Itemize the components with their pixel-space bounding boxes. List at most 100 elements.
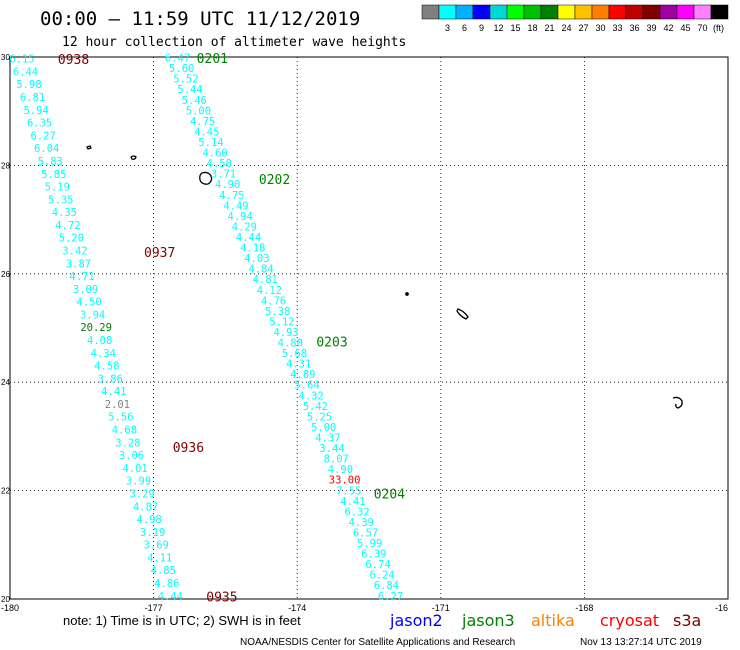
- wave-height-value: 4.71: [69, 271, 94, 283]
- island-french-frigate: [672, 396, 683, 409]
- wave-height-value: 4.39: [349, 517, 374, 529]
- colorbar-swatch: [574, 4, 593, 20]
- colorbar-swatch: [421, 4, 440, 20]
- wave-height-value: 3.94: [80, 309, 105, 321]
- colorbar-swatch: [557, 4, 576, 20]
- wave-height-value: 2.01: [105, 399, 130, 411]
- colorbar-swatch: [472, 4, 491, 20]
- wave-height-value: 5.12: [269, 316, 294, 328]
- wave-height-value: 4.41: [101, 386, 126, 398]
- footer-credit: NOAA/NESDIS Center for Satellite Applica…: [240, 637, 515, 648]
- pass-time-label: 0938: [58, 53, 89, 68]
- wave-height-value: 5.38: [265, 306, 290, 318]
- colorbar-swatch: [710, 4, 729, 20]
- island-laysan: [405, 292, 409, 296]
- wave-height-value: 6.39: [361, 549, 386, 561]
- wave-height-value: 6.32: [344, 506, 369, 518]
- wave-height-value: 6.04: [34, 143, 59, 155]
- legend-jason3: jason3: [461, 611, 515, 630]
- wave-height-value: 5.14: [198, 137, 223, 149]
- wave-height-value: 3.71: [211, 169, 236, 181]
- wave-height-value: 4.41: [340, 496, 365, 508]
- lat-tick-label: 22: [1, 487, 10, 496]
- wave-height-value: 4.90: [215, 179, 240, 191]
- wave-height-value: 4.76: [261, 295, 286, 307]
- wave-height-value: 3.09: [73, 284, 98, 296]
- wave-height-value: 5.20: [59, 233, 84, 245]
- wave-height-value: 4.35: [52, 207, 77, 219]
- track-0935-0938: 6.156.445.986.815.946.356.276.045.835.85…: [9, 54, 183, 603]
- wave-height-value: 4.94: [228, 211, 253, 223]
- wave-height-value: 4.84: [248, 264, 273, 276]
- wave-height-value: 4.37: [315, 432, 340, 444]
- wave-height-value: 5.35: [48, 194, 73, 206]
- wave-height-value: 8.07: [324, 454, 349, 466]
- wave-height-value: 4.75: [219, 190, 244, 202]
- wave-height-value: 4.50: [207, 158, 232, 170]
- wave-height-value: 4.31: [286, 359, 311, 371]
- colorbar-swatch: [489, 4, 508, 20]
- wave-height-value: 4.60: [202, 148, 227, 160]
- wave-height-value: 4.34: [91, 348, 116, 360]
- lon-tick-label: -180: [1, 603, 19, 613]
- track-0201-0204: 6.475.605.525.445.465.004.754.455.144.60…: [165, 53, 403, 603]
- wave-height-value: 5.00: [311, 422, 336, 434]
- colorbar-tick-label: 24: [561, 23, 571, 33]
- legend-s3a: s3a: [673, 611, 701, 630]
- island-midway: [86, 145, 92, 150]
- wave-height-value: 5.85: [41, 169, 66, 181]
- wave-height-value: 3.87: [66, 258, 91, 270]
- lat-tick-label: 28: [1, 161, 10, 170]
- colorbar-tick-label: 6: [462, 23, 467, 33]
- wave-height-value: 6.47: [165, 53, 190, 65]
- wave-height-value: 5.44: [177, 84, 202, 96]
- colorbar-swatch: [506, 4, 525, 20]
- island-lisianski: [456, 308, 469, 320]
- wave-height-value: 6.44: [13, 66, 38, 78]
- lon-tick-label: -16: [715, 603, 728, 613]
- colorbar-tick-label: 33: [612, 23, 622, 33]
- wave-height-colorbar: 3 6 9 12 15 18 21 24 27 30 33 36 39 42 45 70: [421, 4, 729, 33]
- wave-height-value: 5.46: [182, 95, 207, 107]
- island-pearl-hermes: [199, 171, 213, 185]
- lat-tick-label: 26: [1, 270, 10, 279]
- wave-height-value: 4.32: [299, 390, 324, 402]
- wave-height-value: 4.49: [223, 200, 248, 212]
- wave-height-value: 3.28: [115, 437, 140, 449]
- wave-height-value: 4.87: [133, 501, 158, 513]
- colorbar-tick-label: 18: [527, 23, 537, 33]
- wave-height-value: 4.58: [94, 361, 119, 373]
- wave-height-value: 5.52: [173, 74, 198, 86]
- wave-height-value: 3.19: [140, 527, 165, 539]
- wave-height-value: 6.74: [365, 559, 390, 571]
- legend-jason2: jason2: [389, 611, 443, 630]
- colorbar-tick-label: 39: [646, 23, 656, 33]
- wave-height-value: 4.85: [151, 565, 176, 577]
- colorbar-tick-label: 9: [479, 23, 484, 33]
- lat-tick-label: 24: [1, 378, 10, 387]
- lat-tick-label: 20: [1, 595, 10, 604]
- wave-height-value: 5.25: [307, 411, 332, 423]
- pass-time-labels: 0938 0201 0202 0937 0203 0936 0204 0935: [58, 52, 405, 605]
- footer-note: note: 1) Time is in UTC; 2) SWH is in fe…: [63, 613, 301, 628]
- wave-height-value: 3.86: [98, 373, 123, 385]
- wave-height-value: 5.00: [186, 105, 211, 117]
- wave-height-value: 6.27: [31, 130, 56, 142]
- wave-height-value: 4.12: [257, 285, 282, 297]
- wave-height-value: 4.89: [290, 369, 315, 381]
- colorbar-swatch: [693, 4, 712, 20]
- wave-height-value: 3.99: [126, 476, 151, 488]
- wave-height-value: 4.98: [137, 514, 162, 526]
- colorbar-tick-label: 45: [680, 23, 690, 33]
- colorbar-tick-label: 70: [697, 23, 707, 33]
- legend-altika: altika: [531, 611, 575, 630]
- colorbar-tick-label: 15: [510, 23, 520, 33]
- wave-height-value: 5.56: [108, 412, 133, 424]
- colorbar-swatch: [591, 4, 610, 20]
- wave-height-value: 4.81: [253, 274, 278, 286]
- colorbar-swatch: [659, 4, 678, 20]
- wave-height-value: 5.60: [169, 63, 194, 75]
- colorbar-tick-label: 30: [595, 23, 605, 33]
- wave-height-value: 3.44: [319, 443, 344, 455]
- colorbar-swatch: [438, 4, 457, 20]
